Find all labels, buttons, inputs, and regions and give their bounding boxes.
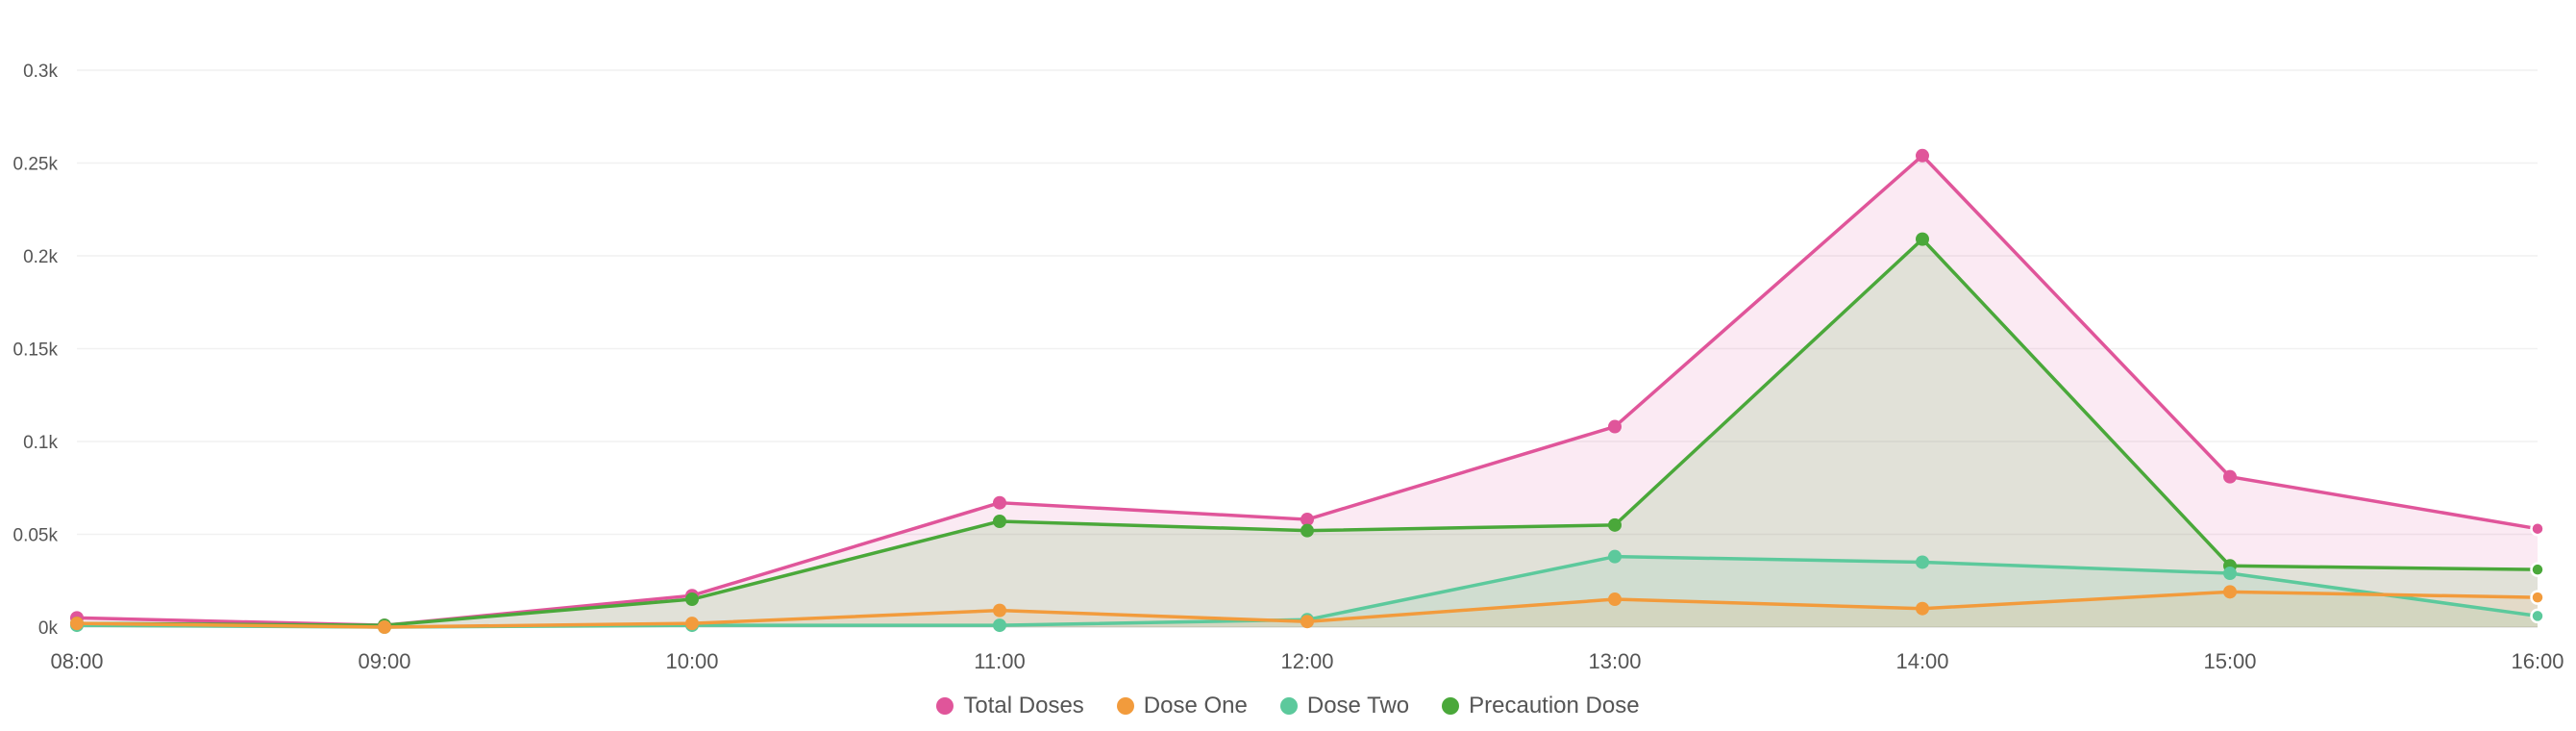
x-tick-label: 15:00 xyxy=(2203,649,2256,673)
data-point xyxy=(2223,585,2237,599)
x-tick-label: 08:00 xyxy=(50,649,103,673)
data-point xyxy=(2223,567,2237,581)
legend-marker xyxy=(936,697,954,715)
legend-item-precaution-dose[interactable]: Precaution Dose xyxy=(1442,693,1640,719)
data-point xyxy=(2223,469,2237,484)
data-point xyxy=(2530,608,2545,624)
data-point xyxy=(1608,517,1622,532)
x-tick-label: 14:00 xyxy=(1895,649,1948,673)
y-tick-label: 0.15k xyxy=(13,340,59,361)
data-point xyxy=(70,617,84,631)
data-point xyxy=(1916,148,1929,163)
series-area xyxy=(77,155,2538,627)
data-point xyxy=(2530,562,2545,577)
data-point xyxy=(1300,615,1314,629)
series-area xyxy=(77,239,2538,627)
data-point xyxy=(2530,590,2545,605)
data-point xyxy=(1608,549,1622,564)
legend-item-dose-one[interactable]: Dose One xyxy=(1116,693,1248,719)
x-tick-label: 10:00 xyxy=(665,649,718,673)
legend-marker xyxy=(1442,697,1460,715)
series-area xyxy=(77,592,2538,627)
data-point xyxy=(993,603,1006,618)
data-point xyxy=(2530,520,2545,537)
data-point xyxy=(993,514,1006,528)
data-point xyxy=(1916,555,1929,569)
data-point xyxy=(685,617,699,631)
data-point xyxy=(1608,419,1622,434)
y-tick-label: 0k xyxy=(38,618,59,639)
x-tick-label: 12:00 xyxy=(1280,649,1333,673)
area-chart: 0k 0.05k 0.1k 0.15k 0.2k 0.25k 0.3k 08:00 09:00 1… xyxy=(13,62,2564,673)
data-point xyxy=(685,592,699,607)
y-tick-label: 0.05k xyxy=(13,526,59,546)
legend: Total Doses Dose One Dose Two Precaution… xyxy=(0,693,2576,719)
x-tick-label: 13:00 xyxy=(1588,649,1641,673)
y-tick-label: 0.25k xyxy=(13,155,59,175)
data-point xyxy=(1608,592,1622,607)
y-tick-label: 0.1k xyxy=(23,433,58,453)
legend-label: Dose Two xyxy=(1306,693,1410,718)
legend-label: Dose One xyxy=(1143,693,1248,718)
legend-label: Precaution Dose xyxy=(1469,693,1640,718)
data-point xyxy=(993,618,1006,633)
legend-marker xyxy=(1116,697,1134,715)
y-tick-label: 0.2k xyxy=(23,247,58,267)
data-point xyxy=(993,495,1006,510)
y-tick-label: 0.3k xyxy=(23,62,58,82)
legend-item-total-doses[interactable]: Total Doses xyxy=(936,693,1084,719)
legend-marker xyxy=(1279,697,1298,715)
data-point xyxy=(1916,232,1929,246)
x-tick-label: 11:00 xyxy=(974,649,1025,673)
data-point xyxy=(1300,513,1314,527)
data-point xyxy=(1916,601,1929,616)
legend-label: Total Doses xyxy=(963,693,1084,718)
data-point xyxy=(1300,523,1314,538)
legend-item-dose-two[interactable]: Dose Two xyxy=(1279,693,1410,719)
data-point xyxy=(378,620,391,634)
x-tick-label: 16:00 xyxy=(2511,649,2564,673)
x-tick-label: 09:00 xyxy=(358,649,410,673)
